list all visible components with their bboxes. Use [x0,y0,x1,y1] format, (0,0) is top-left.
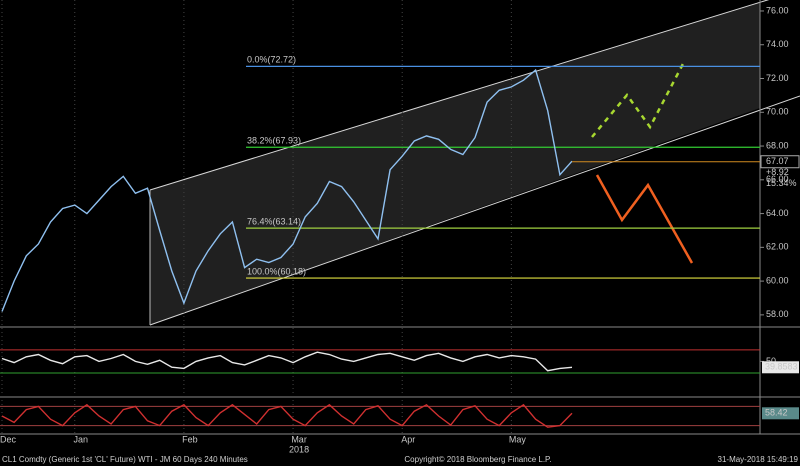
channel-fill [150,2,760,325]
fib-label: 76.4%(63.14) [247,216,301,226]
y-tick-label: 70.00 [766,107,789,117]
y-tick-label: 66.00 [766,174,789,184]
value-label: 58.42 [765,408,788,418]
fib-label: 0.0%(72.72) [247,55,296,65]
annotation: 67.07 [766,156,789,166]
x-tick-label: Dec [0,434,16,444]
y-tick-label: 64.00 [766,208,789,218]
y-tick-label: 72.00 [766,73,789,83]
price-line [1,403,573,428]
channel-lower [149,95,800,326]
price-line [1,351,573,372]
y-tick-label: 62.00 [766,242,789,252]
annotation: +8.92 [766,167,789,177]
footer-left: CL1 Comdty (Generic 1st 'CL' Future) WTI… [2,455,248,464]
y-tick-label: 76.00 [766,5,789,15]
footer-right: 31-May-2018 15:49:19 [718,455,799,464]
y-tick-label: 68.00 [766,140,789,150]
fib-label: 38.2%(67.93) [247,136,301,146]
value-label-box [762,361,799,374]
footer-center: Copyright© 2018 Bloomberg Finance L.P. [404,455,551,464]
bearish-projection [595,174,694,264]
y-tick-label: 58.00 [766,309,789,319]
x-sublabel: 2018 [289,444,309,454]
x-tick-label: Apr [401,434,415,444]
x-tick-label: Feb [182,434,198,444]
x-tick-label: Jan [74,434,89,444]
y-tick-label: 74.00 [766,39,789,49]
value-label: 39.8583 [765,362,798,372]
value-label-box [762,407,799,420]
x-tick-label: Mar [291,434,307,444]
last-value-box [760,155,800,169]
x-tick-label: May [509,434,527,444]
y-tick-label: 60.00 [766,275,789,285]
annotation: 15.34% [766,178,797,188]
y-tick-label: 50 [766,356,776,366]
price-line [1,68,573,312]
fib-label: 100.0%(60.18) [247,266,306,276]
bullish-projection [591,59,687,138]
channel-upper [149,0,770,191]
